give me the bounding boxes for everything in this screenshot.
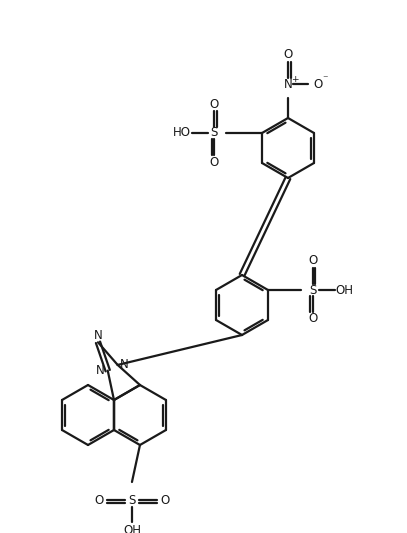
Text: O: O — [309, 254, 317, 268]
Text: O: O — [283, 47, 293, 61]
Text: O: O — [94, 494, 104, 506]
Text: O: O — [209, 98, 219, 110]
Text: N: N — [96, 364, 105, 377]
Text: N: N — [94, 329, 102, 342]
Text: S: S — [309, 284, 317, 296]
Text: S: S — [128, 494, 136, 506]
Text: O: O — [313, 77, 323, 91]
Text: S: S — [210, 126, 218, 140]
Text: O: O — [209, 156, 219, 168]
Text: ⁻: ⁻ — [322, 74, 328, 84]
Text: +: + — [291, 75, 299, 84]
Text: OH: OH — [123, 524, 141, 533]
Text: N: N — [284, 77, 292, 91]
Text: OH: OH — [335, 284, 353, 296]
Text: O: O — [160, 494, 170, 506]
Text: O: O — [309, 312, 317, 326]
Text: HO: HO — [173, 126, 191, 140]
Text: N: N — [120, 358, 129, 372]
